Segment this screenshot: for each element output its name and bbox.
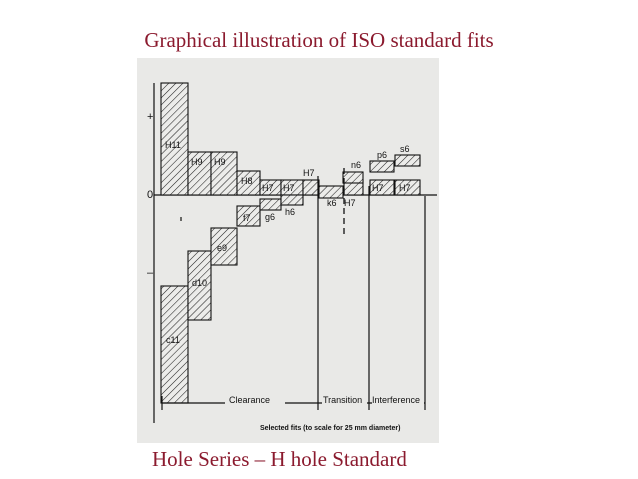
axis-minus-label: – xyxy=(147,267,154,279)
iso-fits-diagram: + 0 – H11 H9 H9 H8 H7 H7 H7 H7 H7 H7 c11… xyxy=(137,58,439,443)
hole-bar-h7-3 xyxy=(302,179,320,196)
zone-label-interference: Interference xyxy=(372,395,420,405)
hole-label-h7-6: H7 xyxy=(399,183,411,193)
zone-label-transition: Transition xyxy=(323,395,362,405)
hole-label-h7-2: H7 xyxy=(283,183,295,193)
hole-label-h9-1: H9 xyxy=(191,157,203,167)
shaft-bar-f7 xyxy=(236,205,261,227)
shaft-bar-h6 xyxy=(280,194,304,206)
shaft-bar-c11 xyxy=(160,285,189,404)
shaft-label-e9: e9 xyxy=(217,243,227,253)
diagram-footnote: Selected fits (to scale for 25 mm diamet… xyxy=(260,425,400,432)
shaft-label-d10: d10 xyxy=(192,278,207,288)
hole-label-h8: H8 xyxy=(241,176,253,186)
transition-label-bg xyxy=(322,394,367,406)
axis-plus-label: + xyxy=(147,111,153,123)
clearance-label-bg xyxy=(225,394,285,406)
shaft-label-k6: k6 xyxy=(327,198,337,208)
shaft-bar-d10 xyxy=(187,250,212,321)
shaft-label-g6: g6 xyxy=(265,212,275,222)
hole-label-h7-1: H7 xyxy=(262,183,274,193)
hole-bar-h7-5 xyxy=(369,179,395,196)
interference-label-bg xyxy=(372,394,424,406)
shaft-bar-p6 xyxy=(369,160,395,173)
hole-bar-h7-6 xyxy=(394,179,421,196)
shaft-bar-s6 xyxy=(394,154,421,167)
shaft-label-c11: c11 xyxy=(166,335,180,345)
zone-label-clearance: Clearance xyxy=(229,395,270,405)
slide-caption: Hole Series – H hole Standard xyxy=(152,447,407,471)
shaft-bar-n6 xyxy=(342,171,364,184)
axis-zero-label: 0 xyxy=(147,189,153,201)
shaft-bar-g6 xyxy=(259,198,282,211)
hole-label-h7-4: H7 xyxy=(344,198,356,208)
shaft-bar-k6 xyxy=(318,185,344,199)
shaft-label-n6: n6 xyxy=(351,160,361,170)
shaft-label-p6: p6 xyxy=(377,150,387,160)
shaft-bar-e9 xyxy=(210,227,238,266)
shaft-label-h6: h6 xyxy=(285,207,295,217)
hole-label-h7-5: H7 xyxy=(372,183,384,193)
hole-label-h11: H11 xyxy=(165,140,181,150)
hole-bar-h11 xyxy=(160,82,189,196)
hole-label-h7-3: H7 xyxy=(303,168,315,178)
shaft-label-s6: s6 xyxy=(400,144,410,154)
shaft-label-f7: f7 xyxy=(243,213,251,223)
slide-title: Graphical illustration of ISO standard f… xyxy=(144,28,494,52)
hole-label-h9-2: H9 xyxy=(214,157,226,167)
